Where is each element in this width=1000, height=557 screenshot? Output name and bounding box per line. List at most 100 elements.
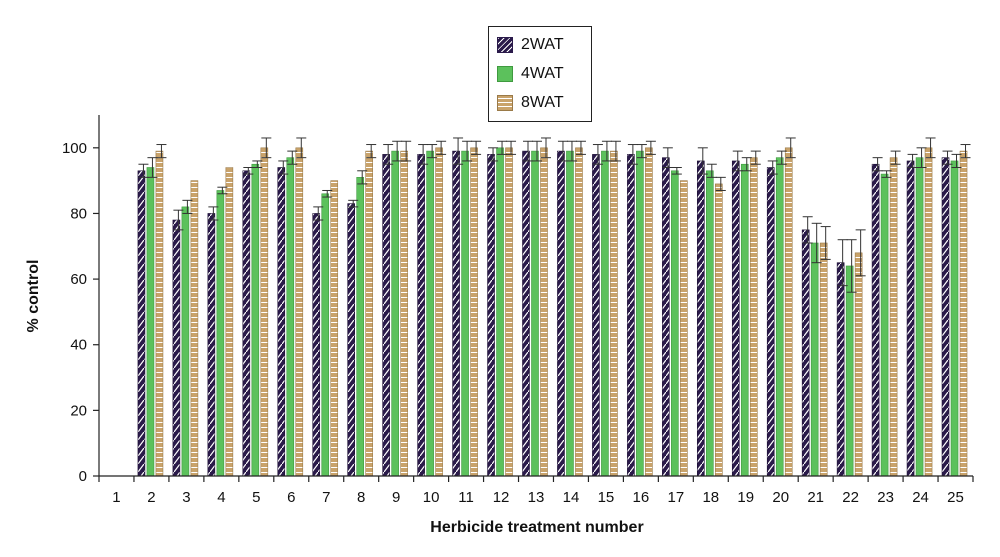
x-tick-label: 3 xyxy=(182,489,190,506)
bar-4wat-7 xyxy=(321,193,330,477)
legend-item-8wat: 8WAT xyxy=(497,91,564,115)
bar-8wat-22 xyxy=(854,252,863,477)
x-tick-label: 10 xyxy=(423,489,440,506)
bar-4wat-17 xyxy=(671,170,679,477)
y-tick-label: 60 xyxy=(70,271,87,288)
x-tick-label: 16 xyxy=(633,489,650,506)
bar-8wat-11 xyxy=(470,147,478,477)
x-axis-label: Herbicide treatment number xyxy=(430,519,643,536)
y-tick-label: 40 xyxy=(70,337,87,354)
bar-2wat-15 xyxy=(592,154,600,477)
bar-8wat-4 xyxy=(225,167,234,477)
bar-2wat-2 xyxy=(137,170,146,477)
bar-2wat-3 xyxy=(172,219,181,477)
bar-8wat-14 xyxy=(575,147,583,477)
x-tick-label: 13 xyxy=(528,489,545,506)
bar-2wat-7 xyxy=(312,213,321,477)
bar-8wat-13 xyxy=(540,147,548,477)
bar-2wat-22 xyxy=(836,262,845,477)
bar-4wat-12 xyxy=(496,147,504,477)
bar-2wat-6 xyxy=(277,167,286,477)
bar-4wat-6 xyxy=(286,157,295,477)
x-tick-label: 5 xyxy=(252,489,260,506)
bar-8wat-19 xyxy=(749,157,758,477)
bar-8wat-10 xyxy=(435,147,443,477)
bar-4wat-14 xyxy=(566,150,574,477)
bar-2wat-19 xyxy=(731,160,740,477)
legend-swatch-2wat xyxy=(497,37,513,53)
bar-4wat-15 xyxy=(601,150,609,477)
x-tick-label: 12 xyxy=(493,489,510,506)
bar-4wat-23 xyxy=(880,173,889,477)
x-tick-label: 19 xyxy=(737,489,754,506)
x-tick-label: 17 xyxy=(667,489,684,506)
bar-2wat-11 xyxy=(452,150,460,477)
x-tick-label: 24 xyxy=(912,489,929,506)
x-tick-label: 6 xyxy=(287,489,295,506)
x-tick-label: 8 xyxy=(357,489,365,506)
legend-label-8wat: 8WAT xyxy=(521,94,564,111)
bar-8wat-8 xyxy=(365,150,374,477)
bar-8wat-7 xyxy=(330,180,339,477)
bar-2wat-12 xyxy=(487,154,495,477)
x-tick-label: 20 xyxy=(772,489,789,506)
bar-8wat-24 xyxy=(924,147,933,477)
bar-2wat-14 xyxy=(557,150,565,477)
legend-label-2wat: 2WAT xyxy=(521,36,564,53)
bar-2wat-16 xyxy=(627,154,635,477)
bar-2wat-24 xyxy=(906,160,915,477)
bar-8wat-23 xyxy=(889,157,898,477)
bar-8wat-9 xyxy=(400,150,408,477)
x-tick-label: 22 xyxy=(842,489,859,506)
bar-2wat-10 xyxy=(417,154,425,477)
bar-4wat-2 xyxy=(146,167,155,477)
x-tick-label: 1 xyxy=(112,489,120,506)
x-tick-label: 9 xyxy=(392,489,400,506)
bar-4wat-4 xyxy=(216,190,225,477)
x-tick-label: 21 xyxy=(807,489,824,506)
bar-4wat-13 xyxy=(531,150,539,477)
bar-2wat-21 xyxy=(801,229,810,477)
bar-8wat-18 xyxy=(714,183,723,477)
bar-4wat-8 xyxy=(356,177,365,477)
bar-8wat-25 xyxy=(959,150,968,477)
x-tick-label: 23 xyxy=(877,489,894,506)
bar-4wat-16 xyxy=(636,150,644,477)
bar-4wat-20 xyxy=(775,157,784,477)
x-tick-label: 2 xyxy=(147,489,155,506)
bar-2wat-25 xyxy=(941,157,950,477)
x-tick-label: 7 xyxy=(322,489,330,506)
bar-2wat-5 xyxy=(242,170,251,477)
legend-label-4wat: 4WAT xyxy=(521,65,564,82)
bar-2wat-13 xyxy=(522,150,530,477)
bar-8wat-5 xyxy=(260,147,269,477)
bar-2wat-9 xyxy=(382,154,390,477)
x-tick-label: 14 xyxy=(563,489,580,506)
legend: 2WAT 4WAT 8WAT xyxy=(488,26,592,122)
bar-2wat-4 xyxy=(207,213,216,477)
bar-8wat-2 xyxy=(155,150,164,477)
bar-2wat-8 xyxy=(347,203,356,477)
bar-2wat-23 xyxy=(871,163,880,477)
legend-item-2wat: 2WAT xyxy=(497,33,564,57)
y-tick-label: 80 xyxy=(70,205,87,222)
bar-8wat-12 xyxy=(505,147,513,477)
bar-8wat-15 xyxy=(610,150,618,477)
y-tick-label: 100 xyxy=(62,140,87,157)
x-tick-label: 11 xyxy=(458,489,474,506)
bar-4wat-21 xyxy=(810,242,819,477)
bar-8wat-3 xyxy=(190,180,199,477)
bar-4wat-19 xyxy=(740,163,749,477)
legend-item-4wat: 4WAT xyxy=(497,62,564,86)
bar-2wat-17 xyxy=(662,157,670,477)
bar-2wat-18 xyxy=(696,160,705,477)
bar-8wat-21 xyxy=(819,242,828,477)
y-tick-label: 20 xyxy=(70,402,87,419)
bar-4wat-10 xyxy=(426,150,434,477)
x-tick-label: 4 xyxy=(217,489,225,506)
x-tick-label: 15 xyxy=(598,489,615,506)
bar-2wat-20 xyxy=(766,167,775,477)
bar-4wat-3 xyxy=(181,206,190,477)
bar-4wat-18 xyxy=(705,170,714,477)
